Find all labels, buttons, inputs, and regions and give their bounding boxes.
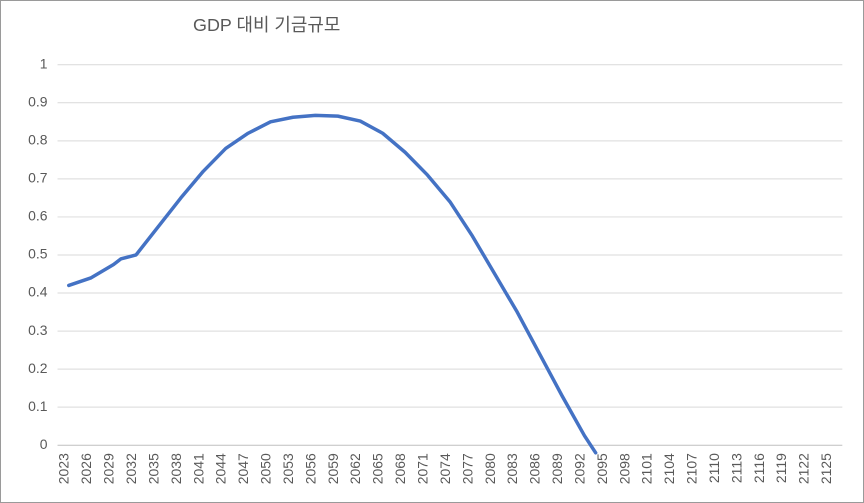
x-tick-label: 2095 xyxy=(594,453,610,484)
x-tick-label: 2116 xyxy=(751,453,767,483)
x-tick-label: 2071 xyxy=(415,453,431,484)
x-tick-label: 2089 xyxy=(549,453,565,484)
x-tick-label: 2068 xyxy=(392,453,408,484)
x-tick-label: 2044 xyxy=(213,453,229,484)
y-tick-label: 0.4 xyxy=(28,284,48,300)
x-tick-label: 2086 xyxy=(527,453,543,484)
x-tick-label: 2107 xyxy=(684,453,700,484)
x-tick-label: 2098 xyxy=(616,453,632,484)
x-tick-label: 2059 xyxy=(325,453,341,484)
x-tick-label: 2029 xyxy=(101,453,117,484)
x-tick-label: 2080 xyxy=(482,453,498,484)
y-tick-label: 0.2 xyxy=(28,360,48,376)
x-tick-label: 2113 xyxy=(728,453,744,483)
x-tick-label: 2026 xyxy=(78,453,94,484)
x-tick-label: 2074 xyxy=(437,453,453,484)
x-tick-label: 2077 xyxy=(459,453,475,484)
x-tick-label: 2023 xyxy=(56,453,72,484)
x-tick-label: 2092 xyxy=(571,453,587,484)
x-axis-ticks: 2023 2026 2029 2032 2035 2038 2041 2044 2047 2050… xyxy=(56,453,834,484)
x-tick-label: 2083 xyxy=(504,453,520,484)
x-tick-label: 2101 xyxy=(639,453,655,484)
x-tick-label: 2038 xyxy=(168,453,184,484)
y-tick-label: 0.8 xyxy=(28,132,48,148)
data-series-line xyxy=(69,115,596,452)
y-axis-ticks: 0 0.1 0.2 0.3 0.4 0.5 0.6 0.7 0.8 0.9 1 xyxy=(28,55,48,451)
y-tick-label: 0.3 xyxy=(28,322,48,338)
y-tick-label: 1 xyxy=(40,55,48,71)
gridlines xyxy=(58,65,843,407)
x-tick-label: 2056 xyxy=(302,453,318,484)
x-tick-label: 2032 xyxy=(123,453,139,484)
x-tick-label: 2119 xyxy=(773,453,789,483)
x-tick-label: 2065 xyxy=(370,453,386,484)
x-tick-label: 2062 xyxy=(347,453,363,484)
chart-title: GDP 대비 기금규모 xyxy=(193,15,340,35)
chart-plot-area: GDP 대비 기금규모 0 0.1 0.2 0.3 0.4 0.5 0.6 0.7 0.8 0.9… xyxy=(7,7,855,494)
x-tick-label: 2122 xyxy=(796,453,812,484)
x-tick-label: 2047 xyxy=(235,453,251,484)
x-tick-label: 2035 xyxy=(145,453,161,484)
chart-svg: GDP 대비 기금규모 0 0.1 0.2 0.3 0.4 0.5 0.6 0.7 0.8 0.9… xyxy=(7,7,855,494)
y-tick-label: 0.5 xyxy=(28,246,48,262)
x-tick-label: 2041 xyxy=(190,453,206,484)
x-tick-label: 2104 xyxy=(661,453,677,484)
y-tick-label: 0.1 xyxy=(28,398,48,414)
y-tick-label: 0.6 xyxy=(28,208,48,224)
x-tick-label: 2125 xyxy=(818,453,834,484)
y-tick-label: 0.7 xyxy=(28,170,48,186)
x-tick-label: 2110 xyxy=(706,453,722,483)
x-tick-label: 2053 xyxy=(280,453,296,484)
chart-container: GDP 대비 기금규모 0 0.1 0.2 0.3 0.4 0.5 0.6 0.7 0.8 0.9… xyxy=(0,0,864,503)
x-tick-label: 2050 xyxy=(258,453,274,484)
y-tick-label: 0.9 xyxy=(28,93,48,109)
y-tick-label: 0 xyxy=(40,436,48,452)
